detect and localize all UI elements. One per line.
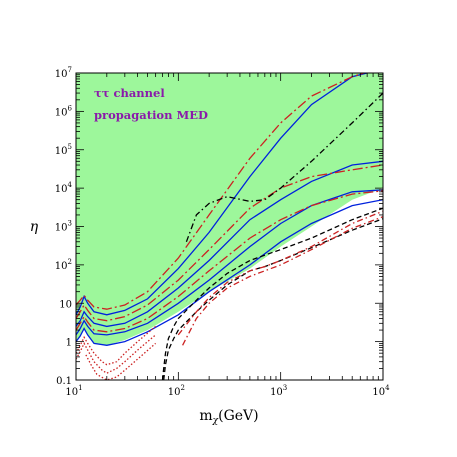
series-line-4 (76, 199, 383, 346)
series-line-2 (76, 160, 383, 328)
annotation-channel: ττ channel (94, 86, 165, 100)
y-tick-label: 10 (59, 299, 72, 310)
excluded-region (76, 73, 383, 346)
annotation-propagation: propagation MED (94, 108, 208, 122)
x-tick-label: 103 (270, 384, 287, 398)
y-tick-label: 106 (55, 104, 73, 118)
series-line-7 (76, 190, 383, 333)
y-tick-label: 102 (55, 258, 72, 272)
series-line-5 (76, 73, 365, 310)
series-line-14 (76, 334, 157, 374)
y-tick-label: 105 (55, 143, 72, 157)
series-line-9 (161, 207, 383, 380)
x-tick-label: 104 (372, 384, 390, 398)
y-tick-label: 0.1 (56, 376, 72, 387)
series-line-3 (76, 189, 383, 336)
y-tick-label: 107 (55, 66, 72, 80)
series-line-15 (85, 342, 157, 380)
series-line-13 (76, 325, 157, 366)
x-tick-label: 102 (168, 384, 185, 398)
x-tick-label: 101 (65, 384, 82, 398)
series-line-12 (182, 216, 383, 346)
y-tick-label: 103 (55, 220, 72, 234)
series-line-1 (76, 73, 368, 316)
series-line-6 (76, 164, 383, 322)
series-line-8 (185, 92, 383, 243)
y-axis-label: η (30, 219, 39, 235)
y-tick-label: 1 (66, 338, 72, 349)
series-line-10 (163, 218, 383, 380)
x-axis-label: mχ(GeV) (199, 408, 258, 426)
y-tick-label: 104 (55, 181, 73, 195)
